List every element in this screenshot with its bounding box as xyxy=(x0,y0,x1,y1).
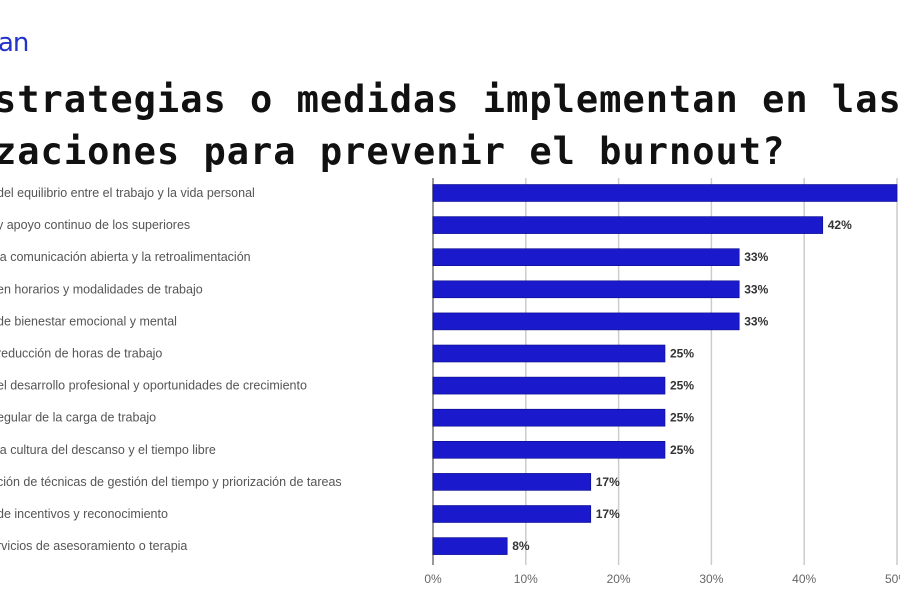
data-label: 25% xyxy=(670,443,694,457)
bar xyxy=(432,184,898,202)
bar xyxy=(432,505,592,523)
category-label: ción de técnicas de gestión del tiempo y… xyxy=(0,475,342,489)
data-label: 17% xyxy=(596,507,620,521)
bar xyxy=(432,376,666,395)
brand-logo-text: an xyxy=(0,28,29,58)
bar xyxy=(432,344,666,363)
category-label: egular de la carga de trabajo xyxy=(0,411,156,425)
bar xyxy=(432,248,740,266)
data-label: 33% xyxy=(744,282,768,296)
x-tick-label: 10% xyxy=(514,572,538,586)
category-label: en horarios y modalidades de trabajo xyxy=(0,282,203,296)
bar xyxy=(432,473,592,491)
x-tick-label: 0% xyxy=(424,572,442,586)
bar xyxy=(432,408,666,427)
chart-title-line-1: strategias o medidas implementan en las xyxy=(0,78,900,121)
category-label: y apoyo continuo de los superiores xyxy=(0,218,190,232)
category-label: de bienestar emocional y mental xyxy=(0,314,177,328)
data-label: 33% xyxy=(744,250,768,264)
data-label: 33% xyxy=(744,314,768,328)
x-tick-label: 50% xyxy=(885,572,900,586)
data-label: 17% xyxy=(596,475,620,489)
bar xyxy=(432,280,740,299)
category-label: la cultura del descanso y el tiempo libr… xyxy=(0,443,216,457)
bar xyxy=(432,440,666,459)
data-label: 25% xyxy=(670,411,694,425)
category-label: de incentivos y reconocimiento xyxy=(0,507,168,521)
category-label: del equilibrio entre el trabajo y la vid… xyxy=(0,186,255,200)
data-label: 25% xyxy=(670,379,694,393)
category-label: rvicios de asesoramiento o terapia xyxy=(0,539,187,553)
data-label: 25% xyxy=(670,347,694,361)
data-label: 42% xyxy=(828,218,852,232)
x-tick-label: 40% xyxy=(792,572,816,586)
x-tick-label: 20% xyxy=(607,572,631,586)
bar xyxy=(432,216,824,234)
chart-title-line-2: zaciones para prevenir el burnout? xyxy=(0,130,786,173)
category-label: la comunicación abierta y la retroalimen… xyxy=(0,250,251,264)
bar xyxy=(432,312,740,331)
bar xyxy=(432,537,508,555)
data-label: 8% xyxy=(512,539,530,553)
category-label: el desarrollo profesional y oportunidade… xyxy=(0,379,307,393)
category-label: reducción de horas de trabajo xyxy=(0,347,162,361)
x-tick-label: 30% xyxy=(699,572,723,586)
